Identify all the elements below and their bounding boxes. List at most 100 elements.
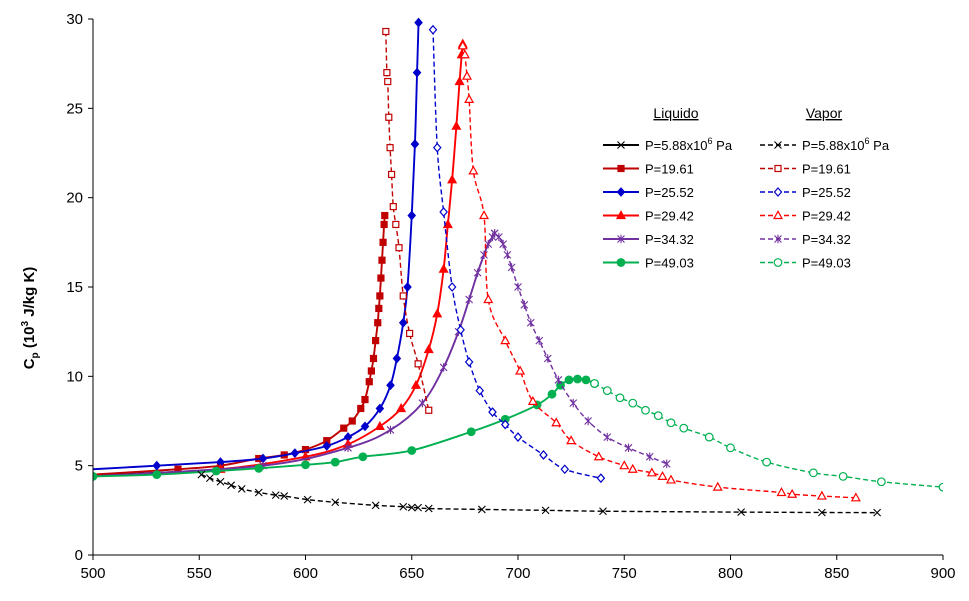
x-tick-label: 650 — [399, 565, 424, 582]
data-point — [375, 403, 385, 414]
legend-marker — [617, 234, 625, 244]
data-point — [726, 443, 735, 453]
data-point — [395, 244, 403, 252]
data-point — [459, 49, 470, 59]
data-point — [737, 508, 746, 517]
data-point — [205, 474, 214, 483]
data-point — [838, 471, 848, 481]
data-point — [271, 491, 280, 500]
data-point — [424, 504, 433, 513]
legend-marker — [774, 234, 782, 244]
data-point — [371, 501, 380, 510]
y-tick-label: 5 — [75, 458, 83, 475]
data-point — [301, 460, 310, 470]
data-point — [410, 379, 422, 389]
data-point — [361, 395, 369, 404]
vapor-series-8 — [428, 24, 606, 484]
data-point — [439, 363, 448, 372]
legend-label: P=19.61 — [802, 162, 851, 177]
data-point — [581, 375, 591, 385]
data-point — [358, 452, 368, 462]
data-point — [340, 424, 348, 432]
data-point — [704, 432, 714, 442]
data-point — [679, 423, 689, 433]
data-point — [665, 474, 677, 484]
data-point — [367, 367, 375, 375]
data-point — [461, 70, 473, 80]
data-point — [399, 502, 408, 511]
plot-area — [93, 17, 943, 517]
data-point — [330, 457, 340, 467]
data-point — [554, 375, 563, 385]
data-point — [410, 139, 420, 149]
legend-marker — [772, 210, 784, 220]
data-point — [290, 448, 300, 459]
data-point — [414, 17, 423, 28]
data-point — [457, 40, 468, 50]
data-point — [551, 417, 562, 427]
legend-entry-liquid-3: P=29.42 — [603, 209, 694, 224]
data-point — [382, 27, 390, 36]
data-point — [447, 282, 457, 292]
data-point — [499, 239, 508, 249]
liquid-series-2 — [93, 17, 423, 471]
data-point — [254, 463, 264, 473]
data-point — [211, 466, 221, 476]
legend-entry-vapor-4: P=34.32 — [760, 232, 851, 247]
legend-label: P=29.42 — [645, 209, 694, 224]
data-point — [439, 207, 448, 217]
data-point — [603, 432, 612, 442]
legend-entry-liquid-2: P=25.52 — [603, 185, 694, 200]
data-point — [566, 435, 577, 445]
data-point — [423, 344, 434, 354]
data-point — [254, 488, 263, 497]
legend-label: P=5.88x106 Pa — [645, 136, 733, 153]
data-point — [573, 374, 582, 384]
liquid-line-4 — [93, 232, 496, 478]
legend-entry-vapor-5: P=49.03 — [760, 256, 851, 271]
data-point — [569, 398, 578, 408]
data-point — [372, 337, 380, 345]
y-tick-label: 25 — [66, 100, 83, 117]
data-point — [380, 220, 388, 229]
data-point — [396, 403, 407, 413]
y-tick-label: 0 — [75, 547, 83, 564]
data-point — [645, 452, 654, 461]
data-point — [412, 67, 422, 78]
data-point — [590, 379, 599, 388]
legend-label: P=49.03 — [645, 256, 694, 271]
data-point — [389, 203, 397, 211]
liquid-line-3 — [93, 43, 464, 478]
data-point — [425, 406, 433, 414]
data-point — [776, 487, 787, 497]
data-point — [407, 210, 417, 221]
vapor-series-11 — [590, 379, 943, 492]
legend-label: P=34.32 — [645, 232, 694, 247]
legend: Liquido Vapor P=5.88x106 Pa P=19.61 P=25.52 P… — [603, 105, 890, 271]
data-point — [938, 482, 943, 492]
liquid-line-2 — [93, 22, 420, 471]
data-point — [428, 24, 438, 35]
liquid-series-3 — [93, 38, 468, 478]
data-point — [414, 503, 423, 512]
data-point — [399, 292, 407, 300]
liquid-series-5 — [93, 374, 599, 481]
data-point — [381, 211, 389, 220]
legend-marker — [615, 210, 627, 220]
series-group — [93, 17, 943, 517]
data-point — [653, 411, 663, 421]
data-point — [375, 304, 383, 313]
data-point — [507, 263, 516, 272]
data-point — [386, 425, 395, 435]
data-point — [331, 498, 340, 507]
x-tick-label: 850 — [824, 565, 849, 582]
data-point — [377, 274, 385, 282]
data-point — [480, 250, 488, 260]
data-point — [488, 407, 497, 417]
data-point — [662, 459, 671, 469]
data-point — [596, 473, 606, 484]
data-point — [628, 398, 638, 408]
data-point — [478, 210, 490, 220]
data-point — [237, 485, 246, 493]
